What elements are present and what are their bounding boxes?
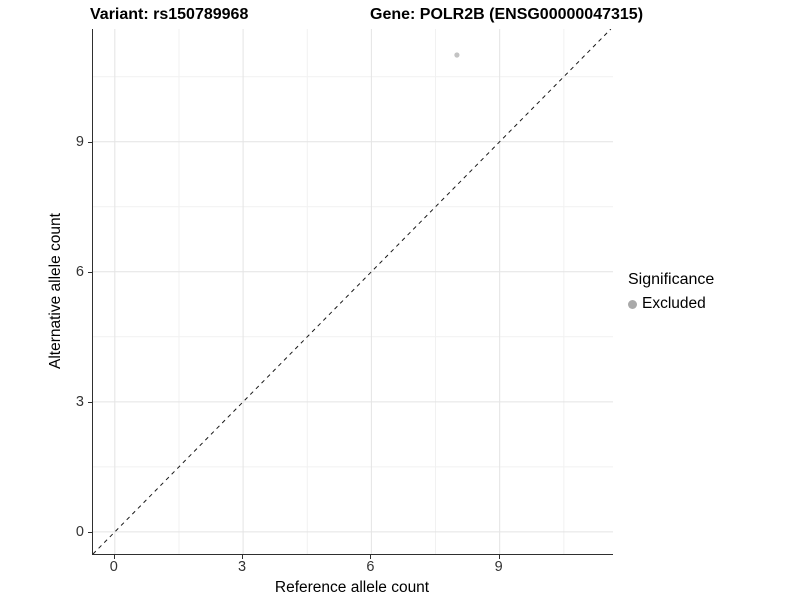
x-tick-label: 9	[494, 559, 503, 575]
x-tick-mark	[498, 555, 500, 559]
x-tick-label: 0	[109, 559, 118, 575]
plot-panel	[92, 29, 613, 555]
y-tick-label: 0	[75, 523, 84, 540]
scatter-chart	[93, 29, 613, 554]
data-point	[454, 52, 460, 58]
x-tick-mark	[113, 555, 115, 559]
plot-title-variant: Variant: rs150789968	[90, 6, 249, 23]
legend: Significance Excluded	[628, 271, 714, 313]
x-tick-label: 6	[366, 559, 375, 575]
y-tick-label: 6	[75, 263, 84, 280]
x-axis-title: Reference allele count	[274, 579, 430, 596]
y-axis-title: Alternative allele count	[47, 213, 64, 369]
identity-dashed-line	[93, 29, 612, 554]
x-tick-mark	[242, 555, 244, 559]
y-tick-mark	[88, 531, 92, 533]
excluded-point-icon	[628, 299, 637, 309]
y-tick-label: 3	[75, 393, 84, 410]
x-tick-label: 3	[238, 559, 247, 575]
x-tick-mark	[370, 555, 372, 559]
legend-item-excluded: Excluded	[628, 295, 714, 313]
y-tick-label: 9	[75, 133, 84, 150]
y-tick-mark	[88, 141, 92, 143]
y-tick-mark	[88, 271, 92, 273]
y-tick-mark	[88, 401, 92, 403]
plot-title-gene: Gene: POLR2B (ENSG00000047315)	[370, 6, 644, 23]
legend-title: Significance	[628, 271, 715, 288]
legend-item-label: Excluded	[642, 295, 706, 312]
